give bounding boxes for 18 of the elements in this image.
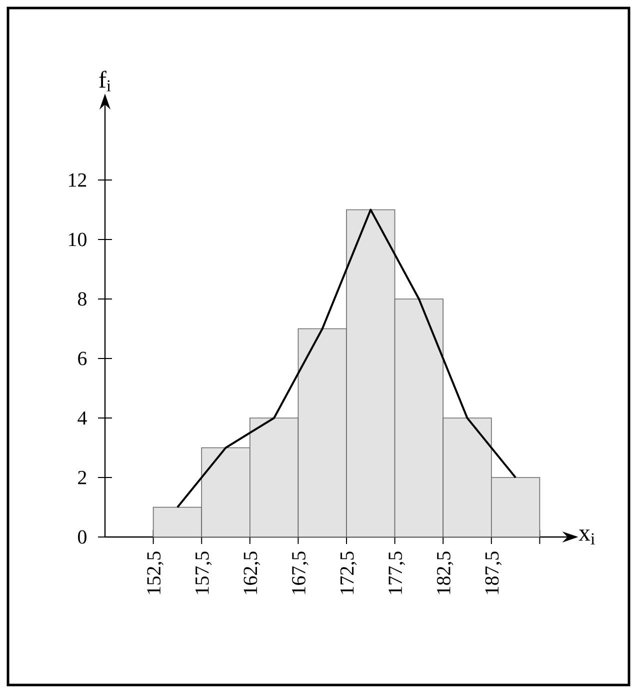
- x-tick-label: 152,5: [147, 552, 164, 594]
- x-tick-label: 187,5: [485, 552, 502, 594]
- x-axis-title: x$_{i}$: [578, 530, 595, 544]
- line-series: [176, 208, 517, 508]
- y-tick-label: 0: [78, 530, 86, 544]
- y-tick-label: 8: [78, 292, 86, 306]
- x-tick-label: 177,5: [388, 552, 405, 594]
- y-tick-label: 4: [78, 411, 87, 425]
- y-tick-label: 2: [78, 470, 86, 484]
- x-tick-label: 162,5: [244, 552, 260, 594]
- x-tick-label: 172,5: [340, 552, 357, 594]
- x-tick-label: 182,5: [436, 552, 454, 594]
- x-tick-label: 167,5: [292, 552, 308, 594]
- y-tick-label: 12: [69, 173, 86, 187]
- x-tick-label: 157,5: [195, 552, 212, 594]
- y-tick-label: 10: [69, 232, 86, 246]
- y-tick-label: 6: [78, 352, 87, 366]
- y-axis-title: f$_{i}$: [99, 70, 111, 92]
